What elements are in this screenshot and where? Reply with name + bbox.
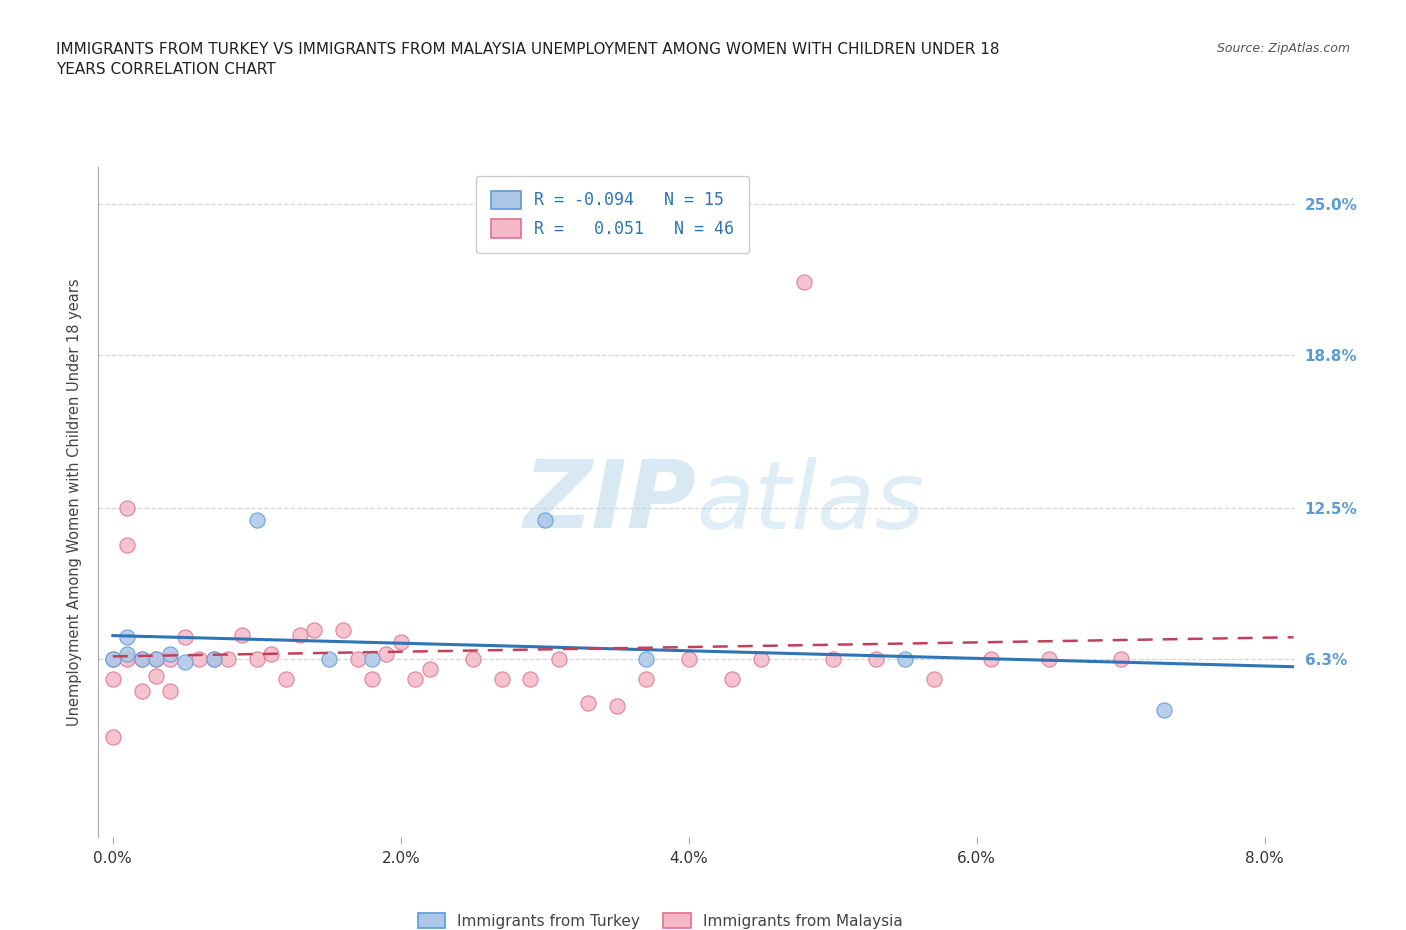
Point — [188, 652, 211, 667]
Point — [131, 684, 153, 698]
Point — [606, 698, 628, 713]
Point — [115, 538, 138, 552]
Point — [101, 652, 124, 667]
Point — [115, 647, 138, 662]
Point — [318, 652, 340, 667]
Point — [131, 652, 153, 667]
Point — [217, 652, 239, 667]
Point — [1153, 703, 1175, 718]
Point — [576, 696, 599, 711]
Point — [115, 652, 138, 667]
Point — [101, 730, 124, 745]
Point — [159, 684, 181, 698]
Point — [346, 652, 368, 667]
Point — [101, 652, 124, 667]
Point — [634, 652, 657, 667]
Point — [389, 635, 412, 650]
Point — [922, 671, 945, 686]
Point — [678, 652, 700, 667]
Text: ZIP: ZIP — [523, 457, 696, 548]
Point — [793, 274, 815, 289]
Point — [634, 671, 657, 686]
Point — [980, 652, 1002, 667]
Point — [893, 652, 915, 667]
Point — [304, 622, 326, 637]
Point — [145, 669, 167, 684]
Text: Source: ZipAtlas.com: Source: ZipAtlas.com — [1216, 42, 1350, 55]
Point — [419, 661, 441, 676]
Text: atlas: atlas — [696, 457, 924, 548]
Point — [274, 671, 297, 686]
Point — [375, 647, 398, 662]
Point — [202, 652, 225, 667]
Point — [1038, 652, 1060, 667]
Point — [288, 628, 311, 643]
Point — [159, 647, 181, 662]
Point — [865, 652, 887, 667]
Point — [548, 652, 571, 667]
Point — [101, 671, 124, 686]
Legend: Immigrants from Turkey, Immigrants from Malaysia: Immigrants from Turkey, Immigrants from … — [411, 905, 910, 930]
Point — [533, 513, 555, 528]
Point — [1109, 652, 1132, 667]
Point — [332, 622, 354, 637]
Text: IMMIGRANTS FROM TURKEY VS IMMIGRANTS FROM MALAYSIA UNEMPLOYMENT AMONG WOMEN WITH: IMMIGRANTS FROM TURKEY VS IMMIGRANTS FRO… — [56, 42, 1000, 76]
Point — [749, 652, 772, 667]
Point — [821, 652, 844, 667]
Point — [461, 652, 484, 667]
Y-axis label: Unemployment Among Women with Children Under 18 years: Unemployment Among Women with Children U… — [67, 278, 83, 726]
Point — [519, 671, 541, 686]
Point — [404, 671, 426, 686]
Point — [231, 628, 253, 643]
Point — [115, 630, 138, 644]
Point — [246, 513, 269, 528]
Point — [721, 671, 744, 686]
Point — [145, 652, 167, 667]
Point — [361, 671, 384, 686]
Point — [145, 652, 167, 667]
Point — [173, 654, 195, 669]
Point — [491, 671, 513, 686]
Point — [202, 652, 225, 667]
Point — [246, 652, 269, 667]
Point — [159, 652, 181, 667]
Point — [173, 630, 195, 644]
Point — [115, 501, 138, 516]
Point — [260, 647, 283, 662]
Point — [361, 652, 384, 667]
Point — [131, 652, 153, 667]
